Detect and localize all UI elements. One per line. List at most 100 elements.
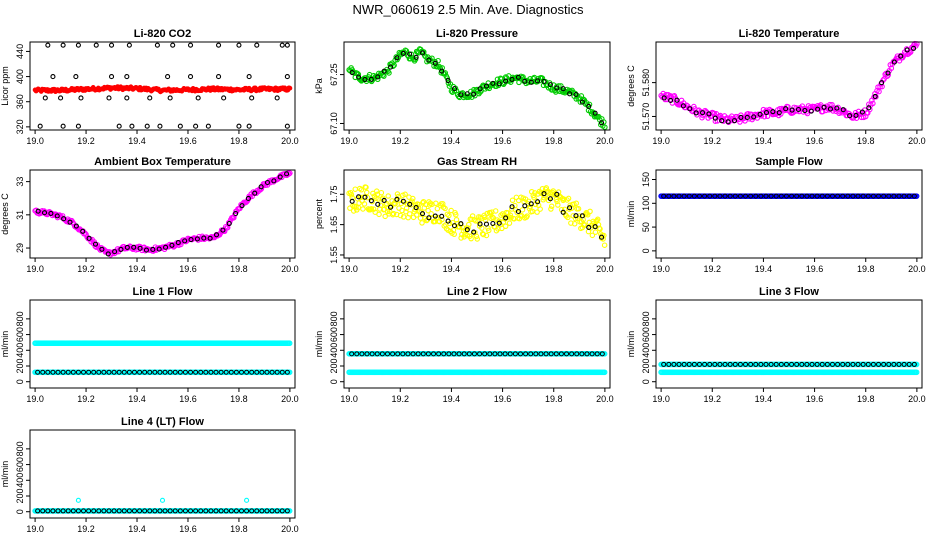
y-axis-label: ml/min (314, 331, 324, 358)
data-point (394, 191, 401, 197)
marker-point (461, 351, 467, 357)
data-point (444, 75, 451, 81)
marker-point (522, 203, 528, 209)
marker-point (395, 351, 401, 357)
data-point (386, 70, 392, 76)
marker-point (509, 204, 515, 210)
plot-area (658, 193, 920, 199)
marker-point (45, 369, 51, 375)
data-point (187, 74, 194, 80)
data-point (116, 123, 122, 129)
marker-point (789, 107, 795, 113)
marker-point (808, 108, 814, 114)
data-point (581, 222, 588, 229)
marker-point (770, 109, 776, 115)
data-point (129, 123, 135, 129)
marker-point (188, 508, 194, 514)
data-point (870, 100, 876, 107)
y-tick-label: 150 (641, 172, 651, 187)
data-point (480, 231, 487, 238)
y-tick-label: 440 (15, 44, 25, 59)
data-point (284, 123, 290, 129)
marker-point (668, 97, 674, 103)
marker-point (778, 361, 784, 367)
data-point (876, 88, 882, 95)
marker-point (101, 508, 107, 514)
marker-point (707, 361, 713, 367)
marker-point (379, 351, 385, 357)
data-point (170, 42, 176, 48)
data-point (466, 221, 472, 228)
plot-area (32, 497, 293, 514)
marker-point (126, 508, 132, 514)
data-point (236, 123, 242, 129)
marker-point (182, 369, 188, 375)
marker-point (483, 221, 490, 227)
y-tick-label: 0 (329, 379, 339, 384)
plot-area (346, 46, 608, 130)
data-point (419, 220, 425, 226)
marker-point (564, 351, 570, 357)
marker-point (264, 508, 270, 514)
marker-point (574, 351, 580, 357)
marker-point (891, 361, 897, 367)
data-point (42, 95, 48, 101)
marker-point (829, 361, 835, 367)
marker-point (547, 196, 553, 202)
marker-point (538, 351, 544, 357)
x-tick-label: 19.2 (704, 394, 722, 404)
marker-point (471, 351, 477, 357)
x-tick-label: 19.8 (230, 524, 248, 534)
marker-point (194, 236, 200, 242)
data-point (446, 212, 452, 219)
data-point (601, 242, 608, 248)
marker-point (116, 369, 122, 375)
data-point (439, 200, 446, 207)
marker-point (413, 205, 419, 211)
marker-point (717, 193, 723, 199)
marker-point (60, 508, 66, 514)
chart-title: Gas Stream RH (437, 156, 517, 168)
marker-point (35, 508, 41, 514)
x-tick-label: 20.0 (908, 136, 926, 146)
marker-point (879, 80, 885, 86)
chart-title: Li-820 CO2 (134, 28, 191, 40)
chart-rh: Gas Stream RH percent 19.0 19.2 19.4 19.6 19.8… (314, 156, 614, 274)
data-point (451, 88, 458, 94)
marker-point (101, 369, 107, 375)
marker-point (487, 351, 493, 357)
marker-point (502, 351, 508, 357)
marker-point (131, 244, 137, 250)
data-point (124, 95, 130, 101)
marker-point (686, 361, 692, 367)
marker-point (245, 195, 251, 202)
marker-point (40, 508, 46, 514)
marker-point (75, 508, 81, 514)
y-tick-label: 67.10 (329, 112, 339, 135)
data-point (373, 188, 380, 194)
y-axis-label: ml/min (626, 331, 636, 358)
y-tick-label: 400 (329, 343, 339, 358)
y-axis-label: ml/min (0, 331, 10, 358)
data-point (594, 216, 601, 223)
marker-point (208, 369, 214, 375)
data-point (575, 206, 582, 212)
marker-point (768, 361, 774, 367)
data-point (548, 206, 554, 212)
y-axis-label: degrees C (626, 65, 636, 107)
x-tick-label: 19.6 (179, 524, 197, 534)
x-tick-label: 19.0 (26, 394, 44, 404)
data-point (58, 95, 64, 101)
data-point (390, 63, 396, 69)
chart-pressure: Li-820 Pressure kPa 19.0 19.2 19.4 19.6 19.8 20… (314, 28, 614, 146)
marker-point (112, 249, 118, 255)
marker-point (567, 205, 573, 211)
data-point (360, 206, 366, 212)
data-point (458, 235, 464, 241)
marker-point (466, 351, 472, 357)
marker-point (731, 118, 738, 124)
marker-point (35, 369, 41, 375)
marker-point (840, 107, 846, 113)
marker-point (70, 508, 76, 514)
marker-point (439, 213, 445, 219)
